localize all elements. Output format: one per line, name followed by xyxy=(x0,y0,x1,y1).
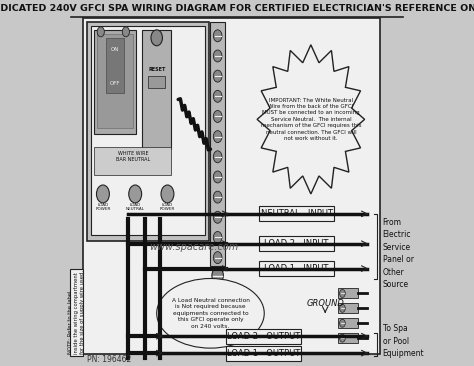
Circle shape xyxy=(213,50,222,62)
Circle shape xyxy=(339,290,345,298)
Circle shape xyxy=(151,30,163,46)
Text: LOAD 1 - INPUT: LOAD 1 - INPUT xyxy=(264,264,328,273)
Circle shape xyxy=(213,171,222,183)
Circle shape xyxy=(213,231,222,243)
FancyBboxPatch shape xyxy=(259,206,334,221)
Text: GROUND: GROUND xyxy=(306,299,344,308)
Bar xyxy=(97,34,133,128)
Bar xyxy=(106,38,125,93)
Bar xyxy=(148,76,165,87)
Bar xyxy=(338,303,358,313)
Bar xyxy=(94,147,171,175)
Circle shape xyxy=(213,211,222,223)
Text: LOAD 1 - OUTPUT: LOAD 1 - OUTPUT xyxy=(227,348,300,358)
Circle shape xyxy=(339,319,345,327)
Bar xyxy=(338,333,358,343)
FancyBboxPatch shape xyxy=(259,236,334,251)
Circle shape xyxy=(129,185,142,203)
Circle shape xyxy=(339,305,345,312)
Bar xyxy=(91,26,205,235)
Text: IMPORTANT: The White Neutral
Wire from the back of the GFCI
MUST be connected to: IMPORTANT: The White Neutral Wire from t… xyxy=(261,98,361,141)
FancyBboxPatch shape xyxy=(226,329,301,344)
Text: DEDICATED 240V GFCI SPA WIRING DIAGRAM FOR CERTIFIED ELECTRICIAN'S REFERENCE ONL: DEDICATED 240V GFCI SPA WIRING DIAGRAM F… xyxy=(0,4,474,14)
Bar xyxy=(338,288,358,298)
Text: LOAD
POWER: LOAD POWER xyxy=(160,203,175,211)
Text: LOAD 2 - OUTPUT: LOAD 2 - OUTPUT xyxy=(227,332,300,341)
Circle shape xyxy=(213,131,222,143)
Text: WHITE WIRE
BAR NEUTRAL: WHITE WIRE BAR NEUTRAL xyxy=(116,151,150,161)
Text: LOAD
NEUTRAL: LOAD NEUTRAL xyxy=(126,203,145,211)
Text: LOAD 2 - INPUT: LOAD 2 - INPUT xyxy=(264,239,328,248)
Circle shape xyxy=(213,70,222,82)
Ellipse shape xyxy=(157,279,264,348)
Circle shape xyxy=(339,334,345,342)
Circle shape xyxy=(97,27,104,37)
Bar xyxy=(338,318,358,328)
Text: NOTE: Refer to the label
inside the wiring compartment
for the size of supply wi: NOTE: Refer to the label inside the wiri… xyxy=(68,270,85,354)
Circle shape xyxy=(213,191,222,203)
Circle shape xyxy=(213,90,222,102)
Text: OFF: OFF xyxy=(110,81,120,86)
Circle shape xyxy=(161,185,174,203)
Bar xyxy=(210,22,225,266)
Text: A Load Neutral connection
is Not required because
equipments connected to
this G: A Load Neutral connection is Not require… xyxy=(172,298,249,329)
Bar xyxy=(87,22,209,241)
FancyBboxPatch shape xyxy=(259,261,334,276)
Text: ON: ON xyxy=(111,47,119,52)
Text: LOAD
POWER: LOAD POWER xyxy=(95,203,110,211)
Circle shape xyxy=(213,30,222,42)
Text: www.spacare.com: www.spacare.com xyxy=(149,242,239,252)
Circle shape xyxy=(213,151,222,163)
Text: NEUTRAL - INPUT: NEUTRAL - INPUT xyxy=(261,209,332,219)
Text: RESET: RESET xyxy=(148,67,165,72)
Text: From
Electric
Service
Panel or
Other
Source: From Electric Service Panel or Other Sou… xyxy=(383,218,413,290)
Bar xyxy=(94,30,136,134)
Text: To Spa
or Pool
Equipment: To Spa or Pool Equipment xyxy=(383,324,424,358)
Circle shape xyxy=(213,252,222,264)
Circle shape xyxy=(212,268,223,284)
Circle shape xyxy=(97,185,109,203)
Bar xyxy=(70,269,83,356)
Circle shape xyxy=(122,27,129,37)
Bar xyxy=(142,30,171,149)
FancyBboxPatch shape xyxy=(226,346,301,361)
Circle shape xyxy=(213,111,222,123)
Text: PN: 196462: PN: 196462 xyxy=(87,355,131,363)
Bar xyxy=(83,18,381,354)
Polygon shape xyxy=(257,45,365,194)
